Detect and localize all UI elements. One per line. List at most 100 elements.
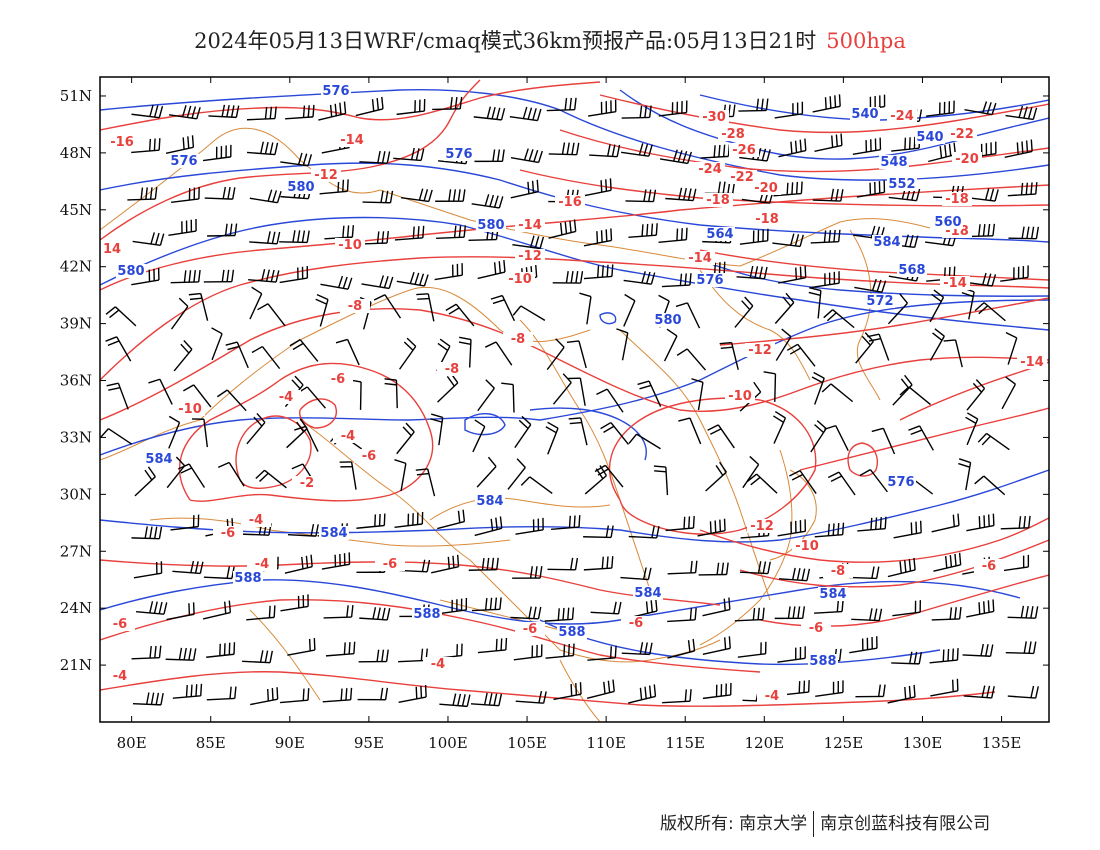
- contour-label-bg: [233, 571, 263, 585]
- contour-label-bg: [942, 192, 972, 206]
- wind-barb: [356, 513, 386, 529]
- wind-barb: [100, 428, 133, 445]
- boundary-line: [559, 659, 601, 722]
- contour-label-bg: [375, 557, 405, 571]
- boundary-line: [559, 639, 721, 663]
- wind-barb: [887, 293, 908, 325]
- wind-barb: [588, 99, 617, 117]
- temperature-contour-label: -18: [945, 192, 969, 207]
- temperature-contour-label: -14: [688, 251, 712, 266]
- temperature-contour-label: -4: [249, 513, 263, 528]
- contour-labels-layer: -16-16-14-14-14-14-14-12-12-12-12-10-10-…: [97, 84, 1047, 704]
- contour-label-bg: [311, 168, 341, 182]
- contour-label-bg: [437, 362, 467, 376]
- contour-label-bg: [247, 557, 277, 571]
- height-contour-label: 576: [322, 84, 349, 99]
- boundary-line: [519, 319, 651, 591]
- boundary-line: [619, 329, 771, 601]
- temperature-contour-label: -6: [523, 622, 537, 637]
- wind-barb: [823, 309, 855, 329]
- title-main: 2024年05月13日WRF/cmaq模式36km预报产品:05月13日21时: [194, 29, 817, 53]
- wind-barb: [513, 644, 543, 661]
- height-contour: [599, 312, 617, 325]
- wind-barb: [477, 637, 508, 654]
- wind-barb: [667, 607, 697, 623]
- wind-barb: [246, 106, 277, 121]
- wind-barb: [148, 378, 173, 405]
- wind-barb: [774, 292, 795, 324]
- height-contour-label: 564: [706, 227, 733, 242]
- boundary-line: [699, 449, 793, 646]
- wind-barb: [250, 687, 279, 706]
- wind-barb: [339, 461, 357, 490]
- wind-barb: [824, 424, 849, 451]
- wind-barb: [202, 144, 232, 162]
- x-tick-label: 130E: [903, 734, 943, 752]
- wind-barb: [279, 230, 310, 244]
- temperature-contour-label: -28: [721, 127, 745, 142]
- wind-barb: [182, 384, 212, 408]
- wind-barb: [474, 149, 505, 163]
- wind-barb: [705, 461, 727, 492]
- contour-label-bg: [633, 586, 663, 600]
- height-contour-label: 584: [634, 586, 661, 601]
- wind-barb: [663, 328, 678, 362]
- height-contour-label: 572: [866, 294, 893, 309]
- height-contour-label: 588: [413, 607, 440, 622]
- wind-barb: [966, 379, 986, 411]
- wind-barb: [131, 104, 164, 119]
- wind-barb: [594, 464, 624, 488]
- wind-barb: [172, 683, 203, 699]
- y-tick-label: 48N: [60, 144, 92, 162]
- contour-label-bg: [757, 689, 787, 703]
- wind-barb: [929, 648, 959, 664]
- wind-barb: [887, 557, 916, 578]
- wind-barb: [871, 427, 896, 455]
- height-contour-label: 580: [117, 264, 144, 279]
- y-tick-label: 24N: [60, 599, 92, 617]
- wind-barb: [553, 682, 582, 701]
- wind-barb: [974, 475, 1006, 496]
- wind-barb: [133, 561, 163, 579]
- contour-label-bg: [823, 564, 853, 578]
- wind-barb: [514, 415, 532, 448]
- wind-barb: [854, 278, 887, 293]
- contour-label-bg: [107, 135, 137, 149]
- boundary-line: [439, 599, 561, 631]
- wind-barb: [742, 455, 760, 489]
- wind-barb: [702, 682, 732, 700]
- wind-barb: [166, 602, 195, 621]
- wind-barb: [587, 645, 617, 661]
- wind-barb: [719, 341, 739, 370]
- contour-label-bg: [725, 389, 755, 403]
- wind-barb: [623, 271, 656, 285]
- wind-barb: [667, 638, 696, 659]
- height-contour-label: 560: [934, 215, 961, 230]
- x-tick-label: 105E: [507, 734, 547, 752]
- wind-barb: [579, 292, 592, 325]
- contour-label-bg: [887, 109, 917, 123]
- temperature-contour-label: -12: [314, 168, 338, 183]
- wind-barb: [851, 608, 883, 622]
- temperature-contour: [178, 362, 434, 502]
- contour-label-bg: [727, 170, 757, 184]
- contour-label-bg: [745, 343, 775, 357]
- contour-label-bg: [718, 127, 748, 141]
- contour-label-bg: [319, 526, 349, 540]
- wind-barb: [700, 144, 731, 159]
- contour-label-bg: [515, 249, 545, 263]
- contour-label-bg: [886, 475, 916, 489]
- wind-barb: [763, 371, 777, 402]
- x-tick-label: 115E: [665, 734, 705, 752]
- contour-label-bg: [333, 429, 363, 443]
- wind-barb: [396, 422, 415, 455]
- temperature-contour-label: -4: [113, 669, 127, 684]
- temperature-contour: [739, 539, 1049, 588]
- temperature-contour: [235, 415, 312, 489]
- contour-label-bg: [169, 154, 199, 168]
- wind-barb: [355, 96, 384, 117]
- boundary-line: [299, 419, 561, 651]
- wind-barb: [471, 597, 502, 612]
- temperature-contour-label: -8: [831, 564, 845, 579]
- y-tick-label: 45N: [60, 201, 92, 219]
